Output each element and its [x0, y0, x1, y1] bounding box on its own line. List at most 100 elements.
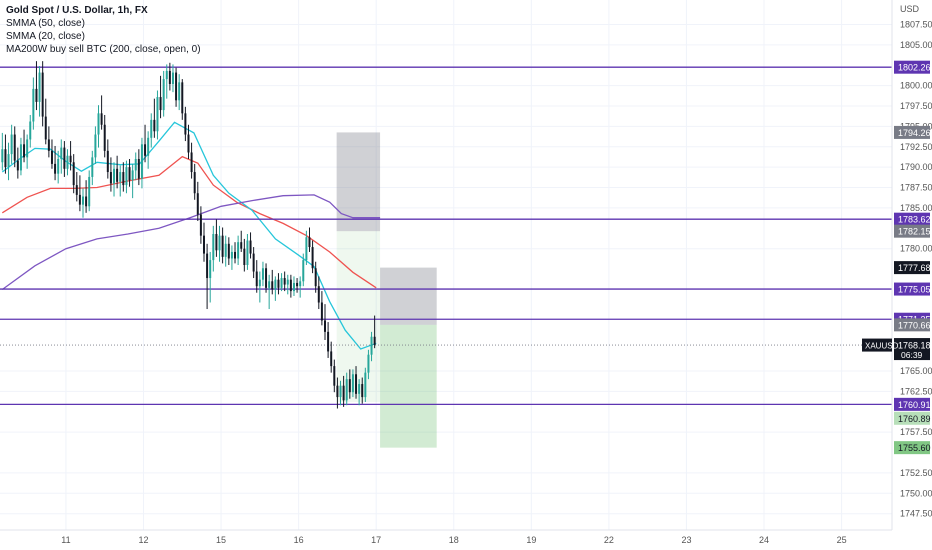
candle-body[interactable] — [311, 247, 314, 269]
candle-body[interactable] — [196, 193, 199, 215]
candle-body[interactable] — [258, 279, 261, 287]
candle-body[interactable] — [252, 253, 255, 272]
candle-body[interactable] — [184, 113, 187, 135]
candle-body[interactable] — [159, 97, 162, 111]
candle-body[interactable] — [358, 384, 361, 394]
candle-body[interactable] — [1, 149, 4, 163]
candle-body[interactable] — [314, 268, 317, 287]
candle-body[interactable] — [4, 149, 7, 168]
candle-body[interactable] — [271, 281, 274, 290]
candle-body[interactable] — [81, 196, 84, 205]
candle-body[interactable] — [128, 167, 131, 181]
candle-body[interactable] — [85, 196, 88, 207]
candle-body[interactable] — [355, 374, 358, 394]
candle-body[interactable] — [122, 172, 125, 186]
candle-body[interactable] — [7, 154, 10, 168]
candle-body[interactable] — [116, 168, 119, 182]
candle-body[interactable] — [348, 379, 351, 393]
candle-body[interactable] — [109, 172, 112, 184]
candle-body[interactable] — [218, 235, 221, 251]
position-stop-zone[interactable] — [380, 267, 437, 325]
candle-body[interactable] — [280, 278, 283, 288]
candle-body[interactable] — [373, 336, 376, 345]
candle-body[interactable] — [190, 152, 193, 173]
candle-body[interactable] — [230, 251, 233, 259]
candle-body[interactable] — [364, 372, 367, 398]
candle-body[interactable] — [32, 88, 35, 122]
candle-body[interactable] — [113, 168, 116, 184]
candle-body[interactable] — [47, 139, 50, 151]
candle-body[interactable] — [91, 157, 94, 177]
candle-body[interactable] — [327, 331, 330, 352]
indicator-smma-50[interactable]: SMMA (50, close) — [6, 18, 85, 29]
candle-body[interactable] — [60, 147, 63, 159]
candle-body[interactable] — [156, 97, 159, 132]
candle-body[interactable] — [78, 194, 81, 205]
candle-body[interactable] — [137, 159, 140, 179]
candle-body[interactable] — [237, 242, 240, 259]
candle-body[interactable] — [150, 119, 153, 138]
candle-body[interactable] — [171, 72, 174, 84]
candle-body[interactable] — [69, 155, 72, 163]
candle-body[interactable] — [339, 385, 342, 398]
candle-body[interactable] — [97, 113, 100, 135]
candle-body[interactable] — [342, 385, 345, 401]
candle-body[interactable] — [333, 366, 336, 386]
candle-body[interactable] — [317, 286, 320, 303]
candle-body[interactable] — [13, 134, 16, 161]
candle-body[interactable] — [246, 240, 249, 265]
candle-body[interactable] — [181, 82, 184, 114]
candle-body[interactable] — [249, 240, 252, 254]
candle-body[interactable] — [361, 384, 364, 398]
candle-body[interactable] — [274, 279, 277, 290]
candle-body[interactable] — [16, 160, 19, 171]
candle-body[interactable] — [103, 124, 106, 151]
candle-body[interactable] — [209, 260, 212, 279]
candle-body[interactable] — [345, 379, 348, 401]
candle-body[interactable] — [147, 137, 150, 156]
candle-body[interactable] — [106, 150, 109, 173]
candle-body[interactable] — [330, 351, 333, 367]
candle-body[interactable] — [193, 172, 196, 194]
candle-body[interactable] — [336, 385, 339, 398]
candle-body[interactable] — [261, 268, 264, 280]
candle-body[interactable] — [212, 234, 215, 261]
position-stop-zone[interactable] — [336, 132, 381, 232]
candle-body[interactable] — [265, 268, 268, 288]
candle-body[interactable] — [44, 116, 47, 140]
candle-body[interactable] — [88, 176, 91, 207]
position-target-zone[interactable] — [380, 324, 437, 448]
indicator-smma-20[interactable]: SMMA (20, close) — [6, 31, 85, 42]
candle-body[interactable] — [10, 134, 13, 155]
candle-body[interactable] — [144, 144, 147, 156]
candle-body[interactable] — [140, 144, 143, 179]
candle-body[interactable] — [370, 336, 373, 355]
candle-body[interactable] — [221, 235, 224, 257]
candle-body[interactable] — [224, 243, 227, 257]
candle-body[interactable] — [215, 234, 218, 251]
candle-body[interactable] — [206, 253, 209, 279]
candle-body[interactable] — [202, 235, 205, 254]
candle-body[interactable] — [57, 159, 60, 174]
candle-body[interactable] — [268, 281, 271, 288]
candle-body[interactable] — [131, 170, 134, 181]
candle-body[interactable] — [292, 282, 295, 292]
candle-body[interactable] — [29, 121, 32, 140]
candle-body[interactable] — [323, 320, 326, 332]
candle-body[interactable] — [296, 282, 299, 287]
candle-body[interactable] — [305, 237, 308, 261]
candle-body[interactable] — [227, 243, 230, 259]
candle-body[interactable] — [75, 185, 78, 195]
candle-body[interactable] — [302, 260, 305, 282]
candle-body[interactable] — [320, 302, 323, 321]
candle-body[interactable] — [277, 279, 280, 288]
candle-body[interactable] — [26, 139, 29, 158]
candle-body[interactable] — [283, 278, 286, 285]
candle-body[interactable] — [289, 279, 292, 292]
candle-body[interactable] — [165, 70, 168, 80]
candle-body[interactable] — [19, 144, 22, 171]
candle-body[interactable] — [100, 113, 103, 125]
candle-body[interactable] — [168, 70, 171, 84]
candle-body[interactable] — [234, 251, 237, 259]
